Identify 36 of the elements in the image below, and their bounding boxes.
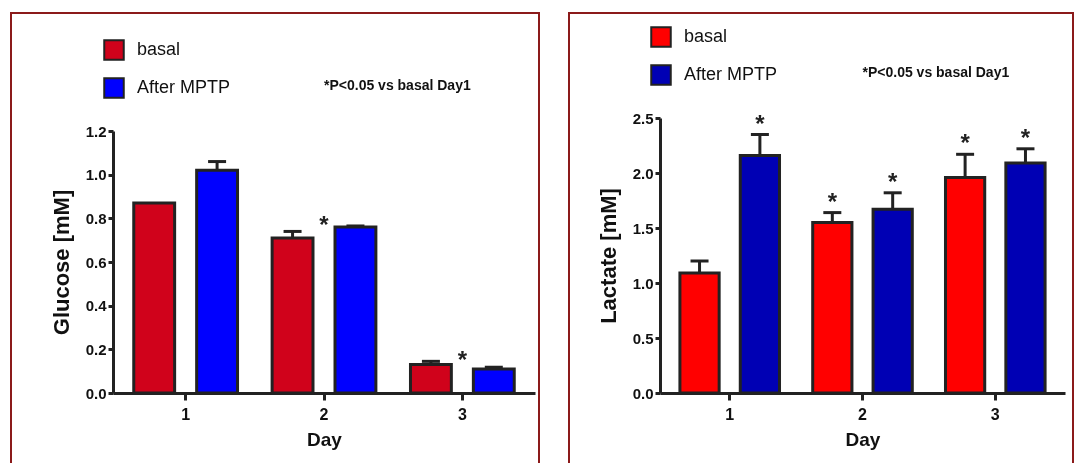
annotation: *	[1020, 123, 1031, 151]
y-tick-label: 2.5	[632, 109, 654, 127]
y-tick-label: 0.0	[632, 384, 654, 402]
legend-label: After MPTP	[684, 64, 778, 84]
x-tick-label: 1	[725, 405, 735, 423]
y-tick-label: 1.0	[85, 166, 107, 184]
y-tick-label: 1.2	[85, 122, 107, 140]
annotation: *	[888, 167, 899, 195]
x-tick-label: 3	[990, 405, 1000, 423]
x-tick-label: 3	[457, 405, 467, 423]
y-tick-label: 1.5	[632, 219, 654, 237]
y-tick-label: 2.0	[632, 164, 654, 182]
legend-label: basal	[684, 26, 728, 46]
annotation: *	[755, 109, 766, 137]
y-tick-label: 1.0	[632, 274, 654, 292]
x-tick-label: 1	[181, 405, 191, 423]
annotation: *	[457, 346, 468, 374]
x-axis-title: Day	[845, 428, 881, 450]
text: *P<0.05 vs basal Day1	[324, 77, 471, 93]
y-tick-label: 0.5	[632, 329, 654, 347]
x-tick-label: 2	[319, 405, 329, 423]
x-tick-label: 2	[858, 405, 868, 423]
annotation: *	[827, 187, 838, 215]
annotation: *	[319, 210, 330, 238]
annotation: *	[960, 129, 971, 157]
y-axis-title: Glucose [mM]	[48, 189, 74, 336]
y-tick-label: 0.0	[85, 384, 107, 402]
text: *P<0.05 vs basal Day1	[862, 64, 1010, 80]
y-axis-title: Lactate [mM]	[595, 188, 621, 324]
legend-label: After MPTP	[137, 77, 231, 97]
y-tick-label: 0.8	[85, 209, 107, 227]
y-tick-label: 0.6	[85, 253, 107, 271]
legend-label: basal	[137, 39, 181, 59]
x-axis-title: Day	[307, 428, 343, 450]
y-tick-label: 0.4	[85, 297, 108, 315]
y-tick-label: 0.2	[85, 340, 107, 358]
